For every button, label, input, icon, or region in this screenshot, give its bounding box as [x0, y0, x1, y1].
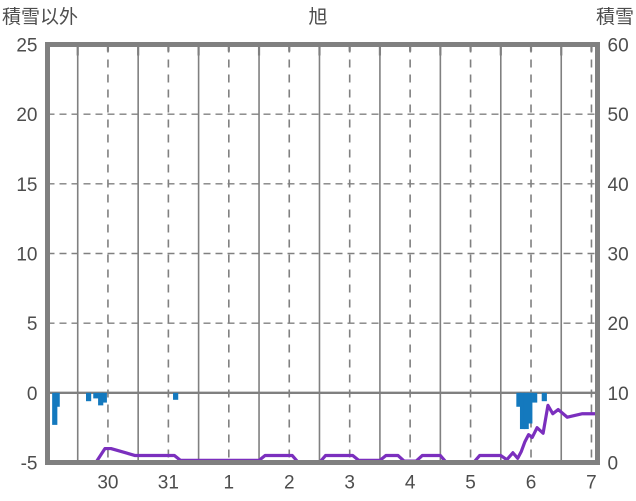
svg-text:1: 1 — [224, 473, 235, 494]
svg-text:40: 40 — [608, 175, 629, 196]
svg-text:0: 0 — [27, 384, 38, 405]
svg-text:50: 50 — [608, 105, 629, 126]
svg-text:5: 5 — [27, 314, 38, 335]
right-axis-title: 積雪 — [595, 7, 634, 28]
svg-text:20: 20 — [608, 314, 629, 335]
svg-text:31: 31 — [158, 473, 179, 494]
gridlines — [47, 44, 598, 463]
chart-title: 旭 — [308, 7, 328, 28]
axis-frame — [45, 42, 600, 465]
svg-text:30: 30 — [97, 473, 118, 494]
precipitation-bars — [52, 392, 547, 430]
svg-text:3: 3 — [344, 473, 355, 494]
svg-text:60: 60 — [608, 36, 629, 57]
svg-text:0: 0 — [608, 454, 619, 475]
svg-text:25: 25 — [16, 36, 37, 57]
svg-text:30: 30 — [608, 245, 629, 266]
svg-text:20: 20 — [16, 105, 37, 126]
snow-depth-line — [48, 403, 600, 465]
svg-text:10: 10 — [16, 245, 37, 266]
svg-text:6: 6 — [526, 473, 537, 494]
left-axis-title: 積雪以外 — [2, 7, 79, 28]
svg-text:15: 15 — [16, 175, 37, 196]
svg-text:7: 7 — [586, 473, 597, 494]
axis-tick-labels: -5 0 5 10 15 20 25 0 10 20 30 40 50 60 30 31 1 2 3 4 5 6 7 — [16, 36, 628, 494]
svg-text:5: 5 — [465, 473, 476, 494]
svg-text:4: 4 — [405, 473, 416, 494]
svg-text:10: 10 — [608, 384, 629, 405]
svg-text:-5: -5 — [21, 454, 38, 475]
svg-text:2: 2 — [284, 473, 295, 494]
